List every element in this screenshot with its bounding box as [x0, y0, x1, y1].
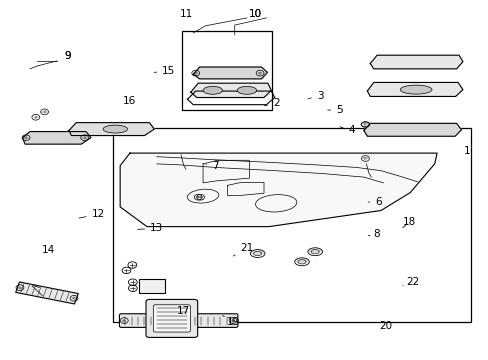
Text: 22: 22 [402, 277, 419, 287]
Polygon shape [69, 123, 154, 135]
Ellipse shape [295, 259, 308, 264]
Bar [139, 279, 164, 293]
Ellipse shape [103, 125, 127, 133]
Text: 3: 3 [307, 91, 323, 101]
Polygon shape [120, 153, 436, 226]
Polygon shape [22, 132, 91, 144]
FancyBboxPatch shape [146, 300, 197, 337]
Text: 15: 15 [154, 66, 175, 76]
Text: 12: 12 [79, 209, 104, 219]
Text: 6: 6 [367, 197, 381, 207]
Text: 1: 1 [463, 146, 469, 156]
Ellipse shape [400, 85, 431, 94]
Polygon shape [363, 123, 461, 136]
Polygon shape [16, 282, 78, 304]
Text: 5: 5 [327, 105, 342, 115]
Text: 18: 18 [402, 217, 415, 228]
Polygon shape [366, 82, 462, 96]
Text: 19: 19 [222, 316, 240, 327]
Polygon shape [369, 55, 462, 69]
Bar [182, 31, 272, 110]
Ellipse shape [203, 86, 222, 94]
Text: 9: 9 [64, 51, 71, 61]
Polygon shape [193, 67, 267, 79]
Text: 7: 7 [205, 161, 218, 171]
Text: 14: 14 [42, 245, 55, 255]
Text: 10: 10 [249, 9, 262, 19]
Text: 9: 9 [64, 51, 71, 61]
Polygon shape [190, 83, 271, 98]
Text: 13: 13 [137, 224, 163, 233]
Text: 8: 8 [367, 229, 379, 239]
Text: 2: 2 [264, 98, 279, 108]
Text: 21: 21 [233, 243, 253, 256]
Text: 4: 4 [339, 125, 354, 135]
Text: 20: 20 [379, 321, 392, 331]
Ellipse shape [237, 86, 256, 94]
FancyBboxPatch shape [119, 314, 238, 327]
Text: 10: 10 [249, 9, 262, 19]
Text: 16: 16 [123, 96, 136, 106]
Text: 11: 11 [179, 9, 192, 19]
FancyBboxPatch shape [153, 305, 190, 332]
Bar [113, 128, 470, 321]
Text: 17: 17 [177, 306, 190, 316]
Ellipse shape [308, 249, 321, 253]
Ellipse shape [250, 251, 264, 255]
